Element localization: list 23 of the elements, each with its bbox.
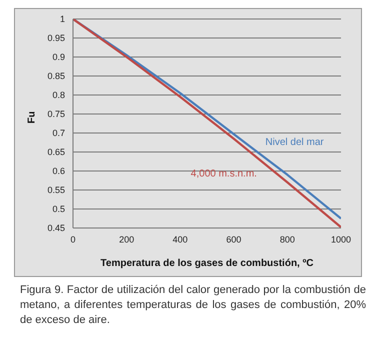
y-tick-label: 0.85: [47, 71, 65, 82]
x-tick-label: 1000: [330, 234, 352, 244]
y-tick-label: 0.9: [52, 52, 65, 62]
x-tick-label: 600: [226, 234, 242, 244]
x-tick-label: 200: [119, 234, 134, 244]
y-tick-label: 0.55: [47, 185, 65, 196]
y-tick-label: 0.8: [52, 90, 65, 100]
y-tick-label: 0.7: [52, 128, 65, 138]
y-tick-label: 0.95: [47, 33, 65, 44]
series-label: 4,000 m.s.n.m.: [190, 168, 257, 180]
y-tick-label: 0.5: [52, 204, 65, 214]
series-label: Nivel del mar: [265, 136, 324, 148]
y-tick-label: 0.75: [47, 109, 65, 120]
x-tick-label: 800: [280, 234, 295, 244]
x-tick-label: 400: [172, 234, 188, 244]
y-axis-title: Fu: [26, 111, 38, 124]
x-axis-title: Temperatura de los gases de combustión, ºC: [100, 258, 314, 269]
y-tick-label: 0.6: [52, 166, 65, 176]
x-tick-label: 0: [70, 234, 76, 244]
y-tick-label: 0.45: [47, 223, 65, 234]
y-tick-label: 0.65: [47, 147, 65, 158]
text: Figura 9. Factor de utilización del calor generado por la combustión de metano, a diferentes temperaturas de los gases de combustión, 20% de exceso de aire.: [20, 283, 366, 328]
y-tick-label: 1: [60, 14, 65, 24]
